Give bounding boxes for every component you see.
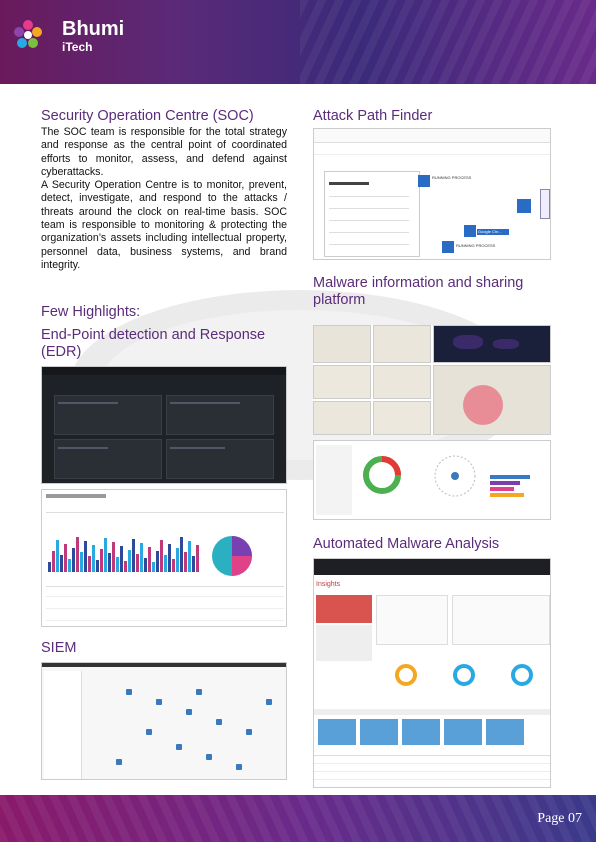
thumbnail-bar [88, 556, 91, 572]
thumbnail-bar [48, 562, 51, 572]
thumbnail-bar [104, 538, 107, 572]
thumbnail-bar [152, 562, 155, 572]
thumbnail-bar [136, 554, 139, 572]
thumbnail-bar [172, 559, 175, 572]
auto-malware-title: Automated Malware Analysis [313, 536, 500, 552]
thumbnail-bar [72, 548, 75, 572]
thumbnail-bar [132, 539, 135, 572]
thumbnail-bar [192, 556, 195, 572]
misp-stats-screenshot [313, 440, 551, 520]
misp-maps-screenshot [313, 325, 551, 435]
thumbnail-bar [96, 560, 99, 572]
siem-screenshot [41, 662, 287, 780]
graph-node [116, 759, 122, 765]
thumbnail-bar [52, 551, 55, 572]
highlights-title: Few Highlights: [41, 304, 141, 320]
edr-alerts-screenshot [41, 489, 287, 627]
bhumi-logo-icon [14, 20, 42, 48]
page-footer: Page 07 [0, 795, 596, 842]
brand-subname: iTech [62, 40, 93, 54]
soc-para-2: A Security Operation Centre is to monito… [41, 179, 287, 271]
thumbnail-bar [68, 559, 71, 572]
thumbnail-bar [84, 541, 87, 572]
thumbnail-bar [176, 548, 179, 572]
soc-title: Security Operation Centre (SOC) [41, 108, 254, 124]
thumbnail-bar [108, 553, 111, 572]
edr-dashboard-screenshot [41, 366, 287, 484]
thumbnail-bar [164, 555, 167, 572]
thumbnail-bar [120, 546, 123, 572]
thumbnail-bar [184, 552, 187, 572]
graph-node [176, 744, 182, 750]
insights-label: Insights [316, 581, 341, 588]
thumbnail-bar [148, 547, 151, 572]
thumbnail-bar [80, 552, 83, 572]
attack-path-title: Attack Path Finder [313, 108, 433, 124]
footer-decoration [0, 795, 596, 842]
thumbnail-bar [140, 543, 143, 572]
graph-node [216, 719, 222, 725]
graph-node [196, 689, 202, 695]
brand-name: Bhumi [62, 18, 125, 40]
siem-title: SIEM [41, 640, 77, 656]
page-number: Page 07 [537, 811, 582, 826]
soc-description: The SOC team is responsible for the tota… [41, 126, 287, 272]
thumbnail-bar [76, 537, 79, 572]
graph-node [186, 709, 192, 715]
graph-node [126, 689, 132, 695]
thumbnail-bar [92, 545, 95, 572]
thumbnail-bar [64, 544, 67, 572]
thumbnail-bar [168, 544, 171, 572]
thumbnail-bar [60, 555, 63, 572]
graph-node [246, 729, 252, 735]
attack-node-label-3: RUNNING PROCESS [456, 243, 496, 248]
thumbnail-bar [160, 540, 163, 572]
auto-malware-screenshot: Insights [313, 558, 551, 788]
graph-node [146, 729, 152, 735]
thumbnail-bar [124, 561, 127, 572]
graph-node [206, 754, 212, 760]
thumbnail-bar [156, 551, 159, 572]
thumbnail-bar [180, 537, 183, 572]
thumbnail-bar [100, 549, 103, 572]
graph-node [156, 699, 162, 705]
edr-title: End-Point detection and Response (EDR) [41, 327, 266, 360]
thumbnail-bar [196, 545, 199, 572]
soc-para-1: The SOC team is responsible for the tota… [41, 126, 287, 178]
attack-path-screenshot: RUNNING PROCESS Google Chr... RUNNING PR… [313, 128, 551, 260]
attack-node-label-1: RUNNING PROCESS [432, 175, 472, 180]
thumbnail-bar [112, 542, 115, 572]
header-decoration [300, 0, 596, 84]
thumbnail-bar [128, 550, 131, 572]
attack-node-label-2: Google Chr... [477, 229, 509, 235]
thumbnail-bar [56, 540, 59, 572]
graph-node [266, 699, 272, 705]
thumbnail-bar [144, 558, 147, 572]
thumbnail-bar [188, 541, 191, 572]
graph-node [236, 764, 242, 770]
thumbnail-bar [116, 557, 119, 572]
malware-info-title: Malware information and sharing platform [313, 275, 524, 308]
page-header: Bhumi iTech [0, 0, 596, 84]
